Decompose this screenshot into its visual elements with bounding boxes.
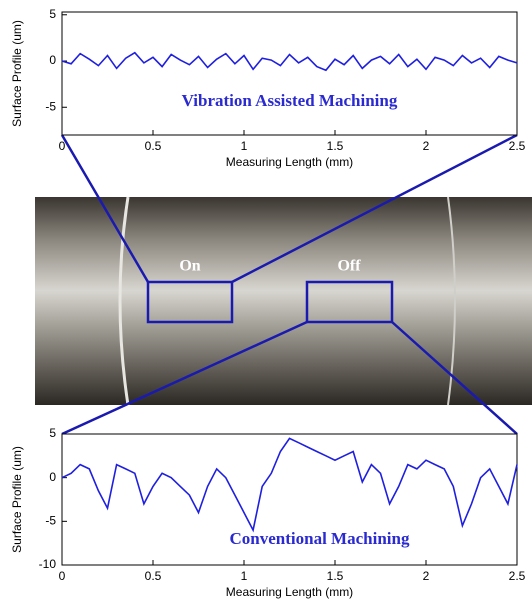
y-tick-label: 5 [49,7,56,21]
x-tick-label: 1.5 [327,569,344,583]
photo-label: Off [337,258,361,275]
x-tick-label: 1.5 [327,139,344,153]
y-axis-label: Surface Profile (um) [10,446,24,553]
x-tick-label: 1 [241,139,248,153]
y-tick-label: -5 [45,514,56,528]
plot-area [62,12,517,135]
annotation: Vibration Assisted Machining [182,91,398,110]
y-tick-label: -10 [39,557,57,571]
photo [35,197,532,405]
figure: On Off 0 0.5 1 1.5 2 2.5 -5 0 5 Measuring Length … [0,0,532,609]
x-tick-label: 1 [241,569,248,583]
annotation: Conventional Machining [230,529,410,548]
x-axis-label: Measuring Length (mm) [226,585,353,599]
y-tick-label: 0 [49,470,56,484]
x-tick-label: 0.5 [145,139,162,153]
x-tick-label: 0 [59,139,66,153]
x-axis-label: Measuring Length (mm) [226,155,353,169]
y-axis-label: Surface Profile (um) [10,20,24,127]
x-tick-label: 0 [59,569,66,583]
x-tick-label: 2 [423,569,430,583]
x-tick-label: 2.5 [509,569,526,583]
x-tick-label: 2.5 [509,139,526,153]
y-tick-label: 5 [49,426,56,440]
x-tick-label: 0.5 [145,569,162,583]
y-tick-label: 0 [49,53,56,67]
x-tick-label: 2 [423,139,430,153]
photo-label: On [179,258,200,275]
y-tick-label: -5 [45,99,56,113]
